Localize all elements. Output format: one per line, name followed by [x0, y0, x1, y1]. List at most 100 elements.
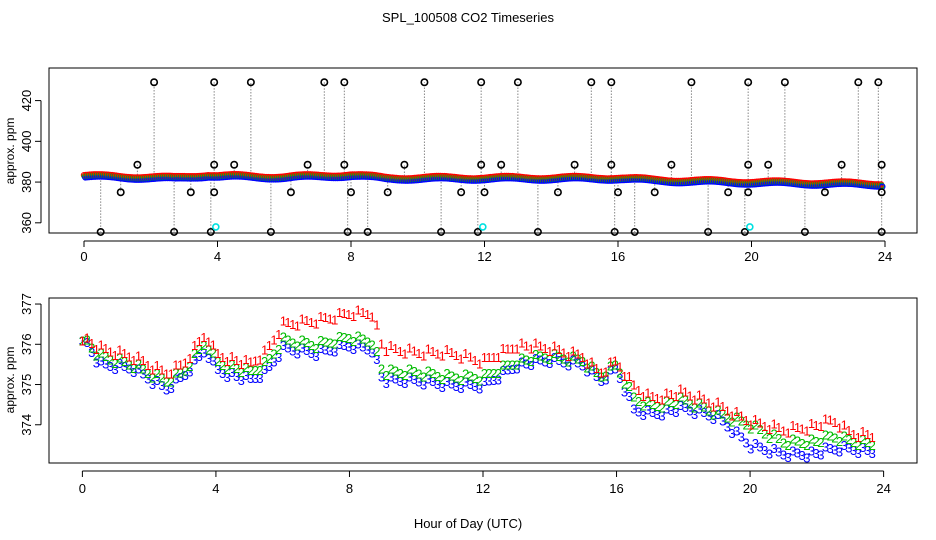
series-1-marker: 1	[355, 303, 362, 318]
series-3-marker: 3	[256, 371, 263, 386]
series-3-marker: 3	[149, 377, 156, 392]
series-2-marker: 2	[672, 397, 679, 412]
series-1-marker: 1	[630, 378, 637, 393]
series-1-marker: 1	[471, 353, 478, 368]
series-1-marker: 1	[336, 305, 343, 320]
series-2-marker: 2	[654, 399, 661, 414]
series-2-marker: 2	[289, 335, 296, 350]
series-2-marker: 2	[322, 334, 329, 349]
series-2-marker: 2	[738, 414, 745, 429]
series-2-marker: 2	[116, 350, 123, 365]
series-2-marker: 2	[570, 349, 577, 364]
series-2-marker: 2	[635, 394, 642, 409]
series-3-marker: 3	[177, 370, 184, 385]
series-3-marker: 3	[233, 369, 240, 384]
series-1-marker: 1	[177, 358, 184, 373]
top-black-point	[607, 78, 616, 87]
series-1-marker: 1	[476, 356, 483, 371]
series-3-marker: 3	[355, 336, 362, 351]
series-3-marker: 3	[499, 363, 506, 378]
top-black-point	[497, 160, 506, 169]
top-y-tick-label: 420	[19, 90, 34, 112]
top-black-point	[400, 160, 409, 169]
series-1-marker: 1	[672, 389, 679, 404]
series-3-marker: 3	[626, 389, 633, 404]
series-3-marker: 3	[668, 403, 675, 418]
series-2-marker: 2	[527, 354, 534, 369]
top-black-point	[437, 227, 446, 236]
series-1-marker: 1	[191, 338, 198, 353]
series-1-marker: 1	[256, 352, 263, 367]
series-3-marker: 3	[747, 442, 754, 457]
series-2-marker: 2	[425, 363, 432, 378]
series-2-marker: 2	[317, 333, 324, 348]
series-1-marker: 1	[719, 399, 726, 414]
series-3-marker: 3	[850, 443, 857, 458]
top-axes: 0 4 8 12 16 20 24 360 380 400 420	[19, 90, 892, 264]
series-1-marker: 1	[766, 422, 773, 437]
series-1-marker: 1	[411, 343, 418, 358]
series-2-marker: 2	[196, 342, 203, 357]
series-3-marker: 3	[378, 369, 385, 384]
top-black-point	[343, 227, 352, 236]
series-2-marker: 2	[79, 334, 86, 349]
top-black-point	[820, 188, 829, 197]
series-1-marker: 1	[518, 336, 525, 351]
series-3-marker: 3	[219, 366, 226, 381]
series-2-marker: 2	[485, 366, 492, 381]
series-3-marker: 3	[803, 450, 810, 465]
series-1-marker: 1	[219, 350, 226, 365]
series-1-marker: 1	[420, 348, 427, 363]
series-1-marker: 1	[499, 341, 506, 356]
series-3-marker: 3	[439, 380, 446, 395]
top-cyan-point	[212, 223, 220, 231]
top-black-point	[854, 78, 863, 87]
series-2-marker: 2	[191, 346, 198, 361]
series-3-marker: 3	[107, 359, 114, 374]
series-2-marker: 2	[298, 332, 305, 347]
series-1-marker: 1	[387, 338, 394, 353]
series-3-marker: 3	[228, 365, 235, 380]
series-1-marker: 1	[406, 341, 413, 356]
series-1-marker: 1	[747, 417, 754, 432]
series-1-marker: 1	[808, 416, 815, 431]
series-2-marker: 2	[495, 366, 502, 381]
series-3-marker: 3	[280, 338, 287, 353]
series-2-marker: 2	[789, 431, 796, 446]
series-2-marker: 2	[168, 374, 175, 389]
series-2-marker: 2	[869, 438, 876, 453]
top-black-point	[740, 227, 749, 236]
series-3-marker: 3	[135, 361, 142, 376]
series-1-marker: 1	[121, 346, 128, 361]
series-2-marker: 2	[252, 363, 259, 378]
series-1-marker: 1	[196, 334, 203, 349]
series-1-marker: 1	[864, 427, 871, 442]
series-3-marker: 3	[644, 403, 651, 418]
series-3-marker: 3	[658, 409, 665, 424]
series-2-marker: 2	[415, 366, 422, 381]
series-2-marker: 2	[88, 341, 95, 356]
series-1-marker: 1	[453, 348, 460, 363]
series-1-marker: 1	[214, 346, 221, 361]
series-2-marker: 2	[588, 358, 595, 373]
series-3-marker: 3	[331, 345, 338, 360]
top-ylabel: approx. ppm	[3, 118, 17, 185]
series-3-marker: 3	[714, 407, 721, 422]
series-2-marker: 2	[598, 370, 605, 385]
series-2-marker: 2	[97, 346, 104, 361]
series-2-marker: 2	[742, 418, 749, 433]
series-1-marker: 1	[602, 365, 609, 380]
series-1-marker: 1	[401, 347, 408, 362]
series-1-marker: 1	[677, 382, 684, 397]
series-3-marker: 3	[555, 353, 562, 368]
series-2-marker: 2	[439, 372, 446, 387]
series-2-marker: 2	[696, 395, 703, 410]
series-3-marker: 3	[214, 362, 221, 377]
series-2-marker: 2	[411, 364, 418, 379]
series-2-marker: 2	[686, 396, 693, 411]
series-3-marker: 3	[383, 376, 390, 391]
series-2-marker: 2	[476, 373, 483, 388]
series-2-marker: 2	[350, 334, 357, 349]
series-1-marker: 1	[579, 350, 586, 365]
series-1-marker: 1	[710, 399, 717, 414]
